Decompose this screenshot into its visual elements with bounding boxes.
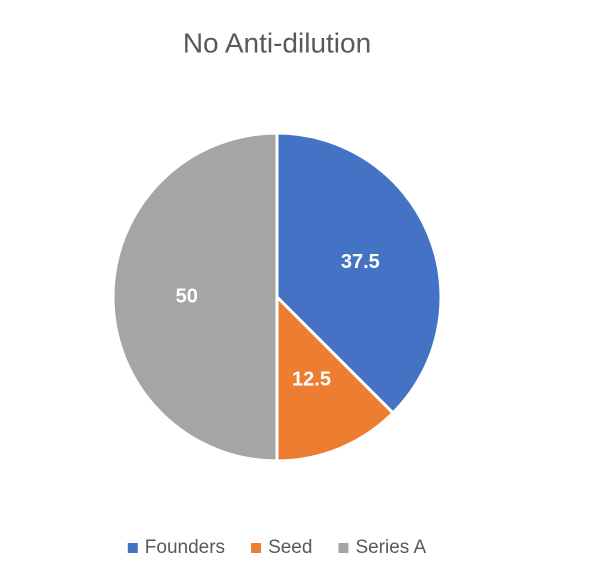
legend-label: Seed bbox=[268, 537, 312, 558]
legend-marker bbox=[338, 543, 349, 553]
legend-marker bbox=[251, 543, 262, 553]
chart-title: No Anti-dilution bbox=[183, 27, 371, 58]
legend-label: Founders bbox=[145, 537, 225, 558]
data-label: 12.5 bbox=[292, 369, 331, 391]
legend-label: Series A bbox=[355, 537, 426, 558]
pie-slice bbox=[111, 131, 279, 463]
legend-marker bbox=[127, 543, 138, 553]
pie-slice bbox=[275, 295, 395, 463]
pie-slice bbox=[275, 131, 443, 415]
data-label: 37.5 bbox=[341, 251, 380, 273]
data-label: 50 bbox=[176, 285, 198, 307]
